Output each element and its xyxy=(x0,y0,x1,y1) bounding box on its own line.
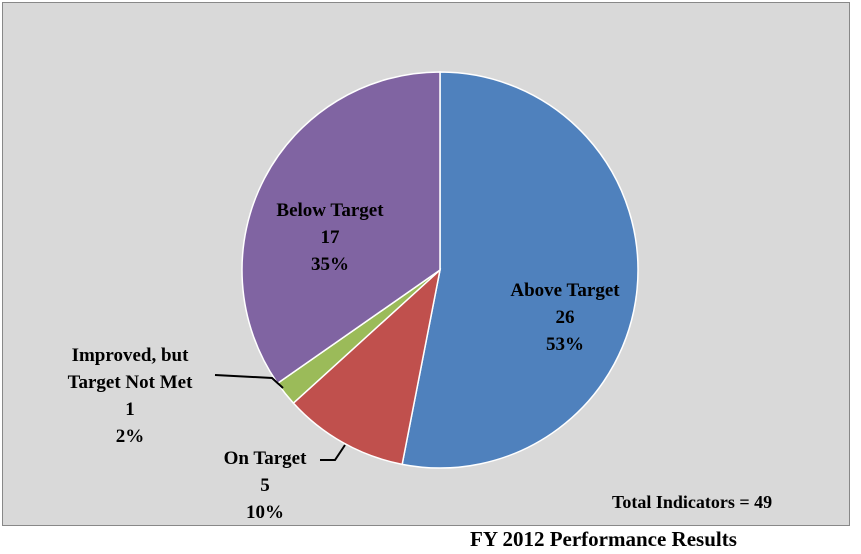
category-label: Above Target xyxy=(510,280,620,301)
pie-slice xyxy=(241,71,441,385)
category-label: On Target xyxy=(223,448,307,469)
category-label: Improved, but Target Not Met xyxy=(67,345,193,393)
chart-title: FY 2012 Performance Results xyxy=(470,527,737,551)
annotation: Total Indicators = 49 xyxy=(612,492,773,512)
value-label: 1 xyxy=(125,399,135,420)
slice-label: Below Target 17 35% xyxy=(240,197,420,278)
percent-label: 35% xyxy=(311,254,349,275)
percent-label: 53% xyxy=(546,334,584,355)
slice-label: Above Target 26 53% xyxy=(480,277,650,358)
slice-label: Improved, but Target Not Met 1 2% xyxy=(40,342,220,450)
value-label: 17 xyxy=(320,227,340,248)
pie-slice xyxy=(401,71,639,469)
value-label: 26 xyxy=(555,307,575,328)
leader-line xyxy=(214,374,284,389)
percent-label: 2% xyxy=(115,426,145,447)
pie-slice xyxy=(292,267,442,466)
percent-label: 10% xyxy=(246,502,284,523)
leader-line xyxy=(320,444,346,461)
value-label: 5 xyxy=(260,475,270,496)
category-label: Below Target xyxy=(276,200,384,221)
slice-label: On Target 5 10% xyxy=(195,445,335,526)
